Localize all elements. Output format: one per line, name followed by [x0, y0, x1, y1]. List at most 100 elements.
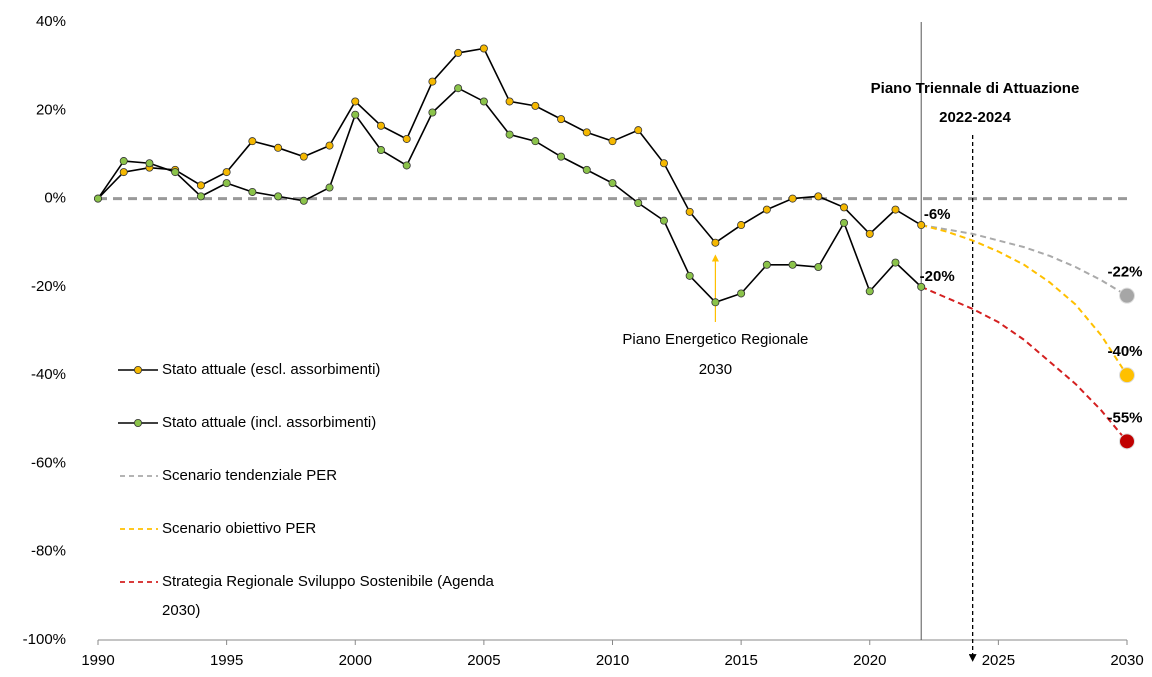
legend-item: Scenario tendenziale PER [118, 466, 538, 519]
data-point [351, 110, 360, 119]
legend-marker [133, 419, 142, 427]
data-point [325, 141, 334, 150]
data-point [840, 203, 849, 212]
y-tick-label: 20% [36, 101, 66, 118]
series-line [97, 47, 922, 244]
data-point [917, 282, 926, 291]
legend-label: Scenario obiettivo PER [162, 520, 317, 537]
data-point [659, 216, 668, 225]
x-tick-label: 2030 [1110, 652, 1143, 669]
end-point [1119, 287, 1135, 304]
y-tick-label: -60% [31, 454, 66, 471]
x-tick-label: 2015 [724, 652, 757, 669]
series-line [920, 285, 1128, 442]
data-point [531, 137, 540, 146]
data-point [762, 205, 771, 214]
y-tick-label: -20% [31, 278, 66, 295]
data-point [891, 258, 900, 267]
data-point [737, 221, 746, 230]
data-point [248, 187, 257, 196]
legend-label: Scenario tendenziale PER [162, 467, 338, 484]
data-point [299, 196, 308, 205]
data-point [325, 183, 334, 192]
legend-swatch [120, 581, 158, 583]
data-point [248, 137, 257, 146]
end-point [1119, 433, 1135, 450]
data-point [222, 179, 231, 188]
data-point [582, 128, 591, 137]
data-point [428, 77, 437, 86]
series-line [97, 87, 922, 304]
data-point [711, 298, 720, 307]
data-point [865, 229, 874, 238]
y-tick-label: -40% [31, 366, 66, 383]
data-label: -55% [1107, 409, 1142, 426]
data-point [788, 260, 797, 269]
data-point [917, 221, 926, 230]
data-point [454, 84, 463, 93]
data-point [402, 161, 411, 170]
legend-swatch [120, 528, 158, 530]
x-tick-label: 1995 [210, 652, 243, 669]
data-point [608, 137, 617, 146]
data-point [402, 134, 411, 143]
x-tick-label: 2025 [982, 652, 1015, 669]
y-tick-label: 40% [36, 13, 66, 30]
end-point [1119, 367, 1135, 384]
data-point [505, 97, 514, 106]
data-point [454, 48, 463, 57]
y-tick-label: -100% [23, 631, 66, 648]
data-point [479, 97, 488, 106]
annotation: Piano Energetico Regionale [622, 331, 808, 348]
data-point [119, 168, 128, 177]
data-point [659, 159, 668, 168]
series-line [921, 224, 1128, 297]
data-point [222, 168, 231, 177]
data-point [891, 205, 900, 214]
data-point [582, 165, 591, 174]
data-point [196, 181, 205, 190]
legend-swatch [118, 419, 158, 427]
data-point [814, 262, 823, 271]
data-point [557, 152, 566, 161]
data-point [608, 179, 617, 188]
legend-label: Strategia Regionale Sviluppo Sostenibile… [162, 573, 494, 619]
legend-item: Stato attuale (escl. assorbimenti) [118, 360, 538, 413]
legend-label: Stato attuale (escl. assorbimenti) [162, 361, 381, 378]
data-point [634, 126, 643, 135]
data-point [351, 97, 360, 106]
data-point [840, 218, 849, 227]
data-point [94, 194, 103, 203]
data-label: -6% [924, 206, 951, 223]
legend-label: Stato attuale (incl. assorbimenti) [162, 414, 377, 431]
data-point [479, 44, 488, 53]
data-point [274, 143, 283, 152]
data-label: -20% [920, 268, 955, 285]
annotation: 2030 [699, 361, 732, 378]
data-point [685, 207, 694, 216]
data-point [171, 168, 180, 177]
annotation: 2022-2024 [939, 109, 1011, 126]
data-point [788, 194, 797, 203]
annotation: Piano Triennale di Attuazione [871, 80, 1080, 97]
legend-item: Strategia Regionale Sviluppo Sostenibile… [118, 572, 538, 625]
data-label: -22% [1107, 264, 1142, 281]
data-point [711, 238, 720, 247]
legend-swatch [118, 366, 158, 374]
data-point [865, 287, 874, 296]
data-point [196, 192, 205, 201]
y-tick-label: -80% [31, 543, 66, 560]
y-tick-label: 0% [44, 190, 66, 207]
data-point [737, 289, 746, 298]
x-tick-label: 2010 [596, 652, 629, 669]
data-point [814, 192, 823, 201]
data-point [634, 198, 643, 207]
data-point [274, 192, 283, 201]
data-point [376, 121, 385, 130]
data-point [762, 260, 771, 269]
x-tick-label: 2000 [339, 652, 372, 669]
legend: Stato attuale (escl. assorbimenti) Stato … [118, 360, 538, 625]
legend-item: Scenario obiettivo PER [118, 519, 538, 572]
